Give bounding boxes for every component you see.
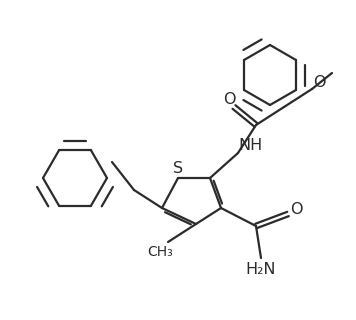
Text: CH₃: CH₃ xyxy=(147,245,173,259)
Text: S: S xyxy=(173,161,183,175)
Text: H₂N: H₂N xyxy=(246,262,276,277)
Text: O: O xyxy=(223,92,235,107)
Text: O: O xyxy=(290,202,302,217)
Text: NH: NH xyxy=(239,138,263,153)
Text: O: O xyxy=(313,75,325,90)
